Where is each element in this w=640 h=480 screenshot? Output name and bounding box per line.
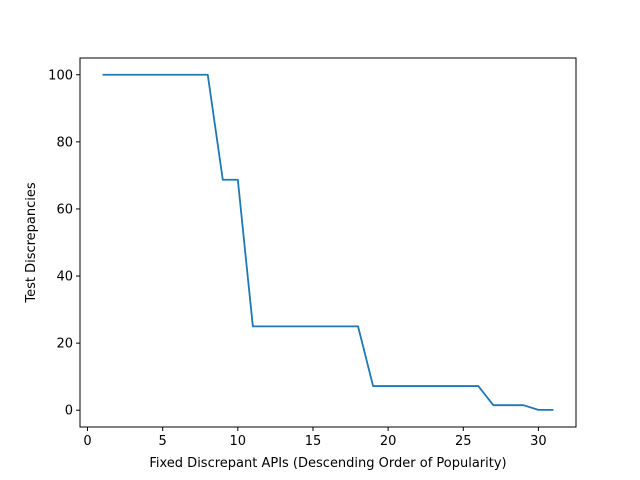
x-axis-label: Fixed Discrepant APIs (Descending Order … xyxy=(149,456,506,471)
axes-frame xyxy=(79,57,577,428)
y-tick-label: 20 xyxy=(56,337,73,352)
x-tick-label: 5 xyxy=(159,434,167,449)
x-tick-label: 10 xyxy=(230,434,247,449)
x-tick-label: 25 xyxy=(455,434,472,449)
y-tick-label: 40 xyxy=(56,270,73,285)
y-tick-label: 60 xyxy=(56,202,73,217)
y-axis-ticks: 0 20 40 60 80 100 xyxy=(48,68,80,419)
x-tick-label: 20 xyxy=(380,434,397,449)
x-tick-label: 30 xyxy=(530,434,547,449)
x-tick-label: 15 xyxy=(305,434,322,449)
y-tick-label: 0 xyxy=(65,404,73,419)
y-tick-label: 80 xyxy=(56,135,73,150)
x-tick-label: 0 xyxy=(83,434,91,449)
plot-area xyxy=(102,73,554,411)
series-line xyxy=(102,73,554,411)
y-axis-label: Test Discrepancies xyxy=(24,182,39,304)
y-tick-label: 100 xyxy=(48,68,73,83)
x-axis-ticks: 0 5 10 15 20 25 30 xyxy=(83,427,547,449)
